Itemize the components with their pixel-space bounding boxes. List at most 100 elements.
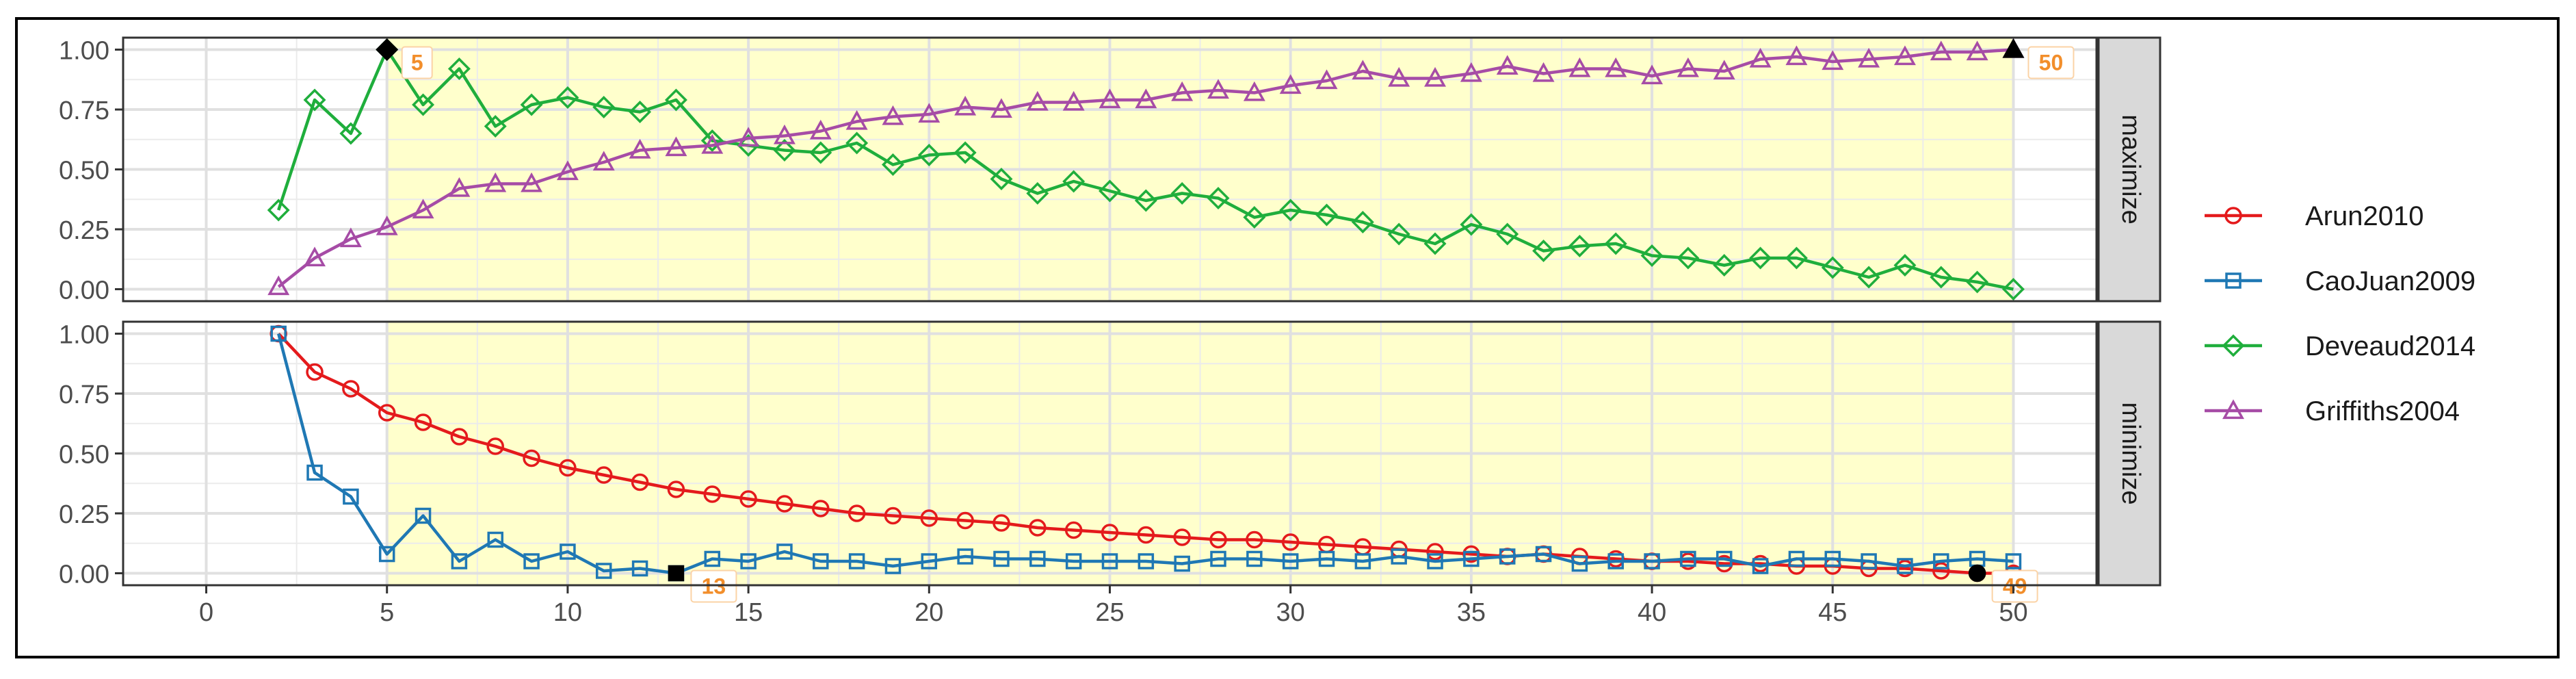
point-Deveaud2014	[1134, 189, 1157, 212]
x-tick-label: 40	[1638, 598, 1666, 627]
point-Deveaud2014	[484, 115, 507, 138]
point-Arun2010	[739, 490, 757, 508]
legend-label: Arun2010	[2305, 201, 2423, 231]
point-Arun2010	[812, 500, 830, 517]
x-tick-label: 50	[1999, 598, 2027, 627]
series-line-Arun2010	[277, 332, 2014, 575]
x-tick-label: 45	[1818, 598, 1847, 627]
point-Arun2010	[631, 473, 649, 491]
point-CaoJuan2009	[306, 464, 323, 481]
point-Deveaud2014	[1243, 206, 1266, 229]
legend-key-marker	[2222, 334, 2245, 357]
point-Arun2010	[1246, 530, 1263, 549]
point-CaoJuan2009	[1391, 548, 1407, 565]
y-tick-label: 1.00	[59, 321, 109, 350]
series-Griffiths2004	[267, 38, 2025, 296]
legend-label: Deveaud2014	[2305, 331, 2475, 361]
y-tick-label: 0.25	[59, 216, 109, 245]
legend-entry-Deveaud2014: Deveaud2014	[2205, 331, 2475, 361]
point-CaoJuan2009	[1427, 553, 1443, 569]
point-Arun2010	[1064, 521, 1083, 539]
point-Arun2010	[1281, 533, 1300, 551]
facet-strip-label: minimize	[2116, 402, 2145, 505]
point-Griffiths2004	[1605, 57, 1627, 77]
facet-strip-label: maximize	[2116, 114, 2145, 224]
point-Griffiths2004	[1966, 40, 1988, 61]
point-CaoJuan2009	[1752, 558, 1769, 574]
y-tick-label: 0.25	[59, 500, 109, 529]
point-CaoJuan2009	[813, 553, 829, 569]
point-Griffiths2004	[990, 98, 1012, 118]
legend-label: Griffiths2004	[2305, 396, 2460, 426]
point-Deveaud2014	[954, 141, 977, 164]
point-CaoJuan2009	[704, 550, 721, 567]
point-Griffiths2004	[267, 275, 290, 296]
point-CaoJuan2009	[1463, 550, 1480, 567]
best-point-marker	[2002, 38, 2025, 58]
point-Griffiths2004	[1641, 64, 1664, 85]
point-Griffiths2004	[376, 215, 398, 235]
point-Griffiths2004	[412, 198, 434, 219]
point-CaoJuan2009	[776, 543, 793, 560]
x-tick-label: 15	[734, 598, 763, 627]
point-Deveaud2014	[664, 88, 687, 112]
point-CaoJuan2009	[1065, 553, 1082, 569]
point-CaoJuan2009	[1716, 550, 1733, 567]
x-tick-label: 20	[915, 598, 943, 627]
point-CaoJuan2009	[1680, 550, 1696, 567]
point-CaoJuan2009	[270, 325, 287, 342]
point-Griffiths2004	[1062, 90, 1085, 111]
point-CaoJuan2009	[2005, 553, 2022, 569]
point-Deveaud2014	[629, 101, 652, 123]
point-CaoJuan2009	[415, 507, 432, 524]
legend-key-marker	[2225, 272, 2242, 289]
point-Deveaud2014	[1315, 203, 1339, 227]
point-Griffiths2004	[1460, 62, 1482, 82]
point-CaoJuan2009	[560, 543, 576, 560]
point-Arun2010	[414, 413, 432, 431]
point-Arun2010	[1426, 543, 1444, 561]
x-axis: 0 5 10 15 20 25 30 35 40 45 50	[199, 585, 2028, 627]
point-CaoJuan2009	[1933, 553, 1949, 569]
point-Arun2010	[884, 507, 902, 525]
point-Griffiths2004	[1243, 81, 1265, 101]
panel-maximize: 0.00 0.25 0.50 0.75 1.00 5 50 maximize	[59, 36, 2161, 305]
point-Griffiths2004	[1026, 90, 1049, 111]
point-Griffiths2004	[592, 151, 615, 171]
point-Arun2010	[1209, 530, 1227, 549]
point-Deveaud2014	[1026, 182, 1049, 205]
point-Deveaud2014	[267, 198, 290, 222]
point-Deveaud2014	[773, 139, 796, 162]
point-CaoJuan2009	[1282, 553, 1299, 569]
point-Griffiths2004	[448, 177, 471, 197]
point-Griffiths2004	[1279, 74, 1302, 94]
point-Griffiths2004	[882, 105, 904, 125]
point-Arun2010	[486, 437, 504, 455]
point-Griffiths2004	[1532, 62, 1555, 82]
point-Arun2010	[1137, 526, 1155, 544]
point-CaoJuan2009	[1318, 550, 1335, 567]
point-CaoJuan2009	[451, 553, 468, 569]
point-CaoJuan2009	[1861, 553, 1877, 569]
point-Deveaud2014	[1893, 254, 1917, 277]
best-point-label: 50	[2027, 46, 2075, 79]
point-Griffiths2004	[629, 138, 651, 159]
point-Griffiths2004	[845, 110, 868, 130]
point-Griffiths2004	[304, 246, 326, 267]
point-Griffiths2004	[1858, 47, 1880, 68]
point-Griffiths2004	[1568, 57, 1591, 77]
point-Arun2010	[1029, 519, 1047, 537]
point-CaoJuan2009	[1138, 553, 1155, 569]
point-Deveaud2014	[592, 96, 616, 118]
point-Arun2010	[378, 404, 396, 422]
point-Griffiths2004	[484, 172, 507, 192]
point-CaoJuan2009	[378, 546, 395, 563]
point-Griffiths2004	[1388, 66, 1410, 87]
x-tick-label: 30	[1276, 598, 1305, 627]
point-CaoJuan2009	[848, 553, 865, 569]
point-CaoJuan2009	[1897, 558, 1913, 574]
point-Deveaud2014	[1821, 256, 1844, 279]
point-CaoJuan2009	[1571, 555, 1588, 572]
point-CaoJuan2009	[1824, 550, 1841, 567]
point-CaoJuan2009	[1788, 550, 1805, 567]
